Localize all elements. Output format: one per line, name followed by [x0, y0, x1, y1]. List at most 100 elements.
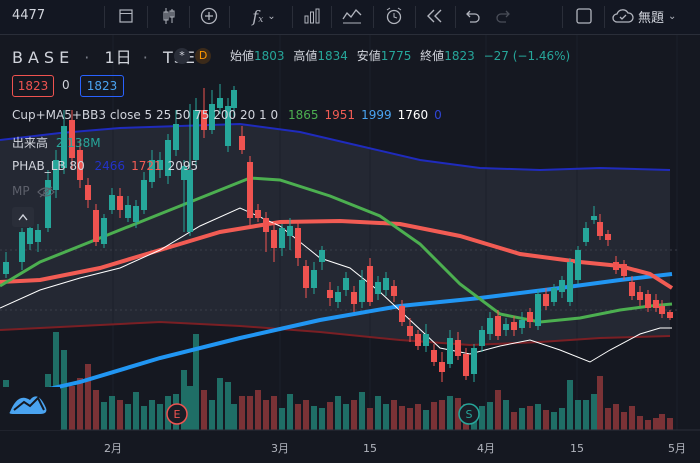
volume-bar: [659, 414, 665, 430]
undo-button[interactable]: [462, 3, 484, 29]
candle-body: [303, 266, 309, 288]
square-icon: [576, 8, 592, 24]
asterisk-icon[interactable]: *: [174, 47, 190, 64]
volume-bar: [61, 350, 67, 430]
symbol-search-button[interactable]: 4477: [12, 8, 46, 23]
candlesticks: [3, 84, 673, 382]
volume-bar: [367, 408, 373, 430]
volume-bar: [359, 392, 365, 430]
cloud-icon: [612, 9, 634, 23]
indicator-legend-volume[interactable]: 出来高 2.138M: [12, 134, 101, 151]
redo-button[interactable]: [492, 3, 514, 29]
candle: [53, 150, 59, 198]
volume-bar: [597, 376, 603, 430]
symbol-title[interactable]: BASE · 1日 · TSE: [12, 44, 196, 68]
candle-body: [511, 322, 517, 330]
svg-text:E: E: [174, 408, 181, 421]
volume-bar: [415, 404, 421, 430]
fullscreen-button[interactable]: [572, 3, 596, 29]
price-chart[interactable]: E S 2月 3月 15 4月 15 5月: [0, 35, 700, 463]
indicator-value: 1721: [131, 159, 162, 173]
financials-button[interactable]: [300, 3, 324, 29]
time-axis-label: 2月: [104, 442, 122, 455]
candle: [149, 150, 155, 188]
volume-bar: [187, 386, 193, 430]
earnings-marker[interactable]: E: [166, 403, 188, 425]
candle-body: [109, 195, 115, 210]
replay-button[interactable]: [423, 3, 447, 29]
candle-body: [209, 104, 215, 130]
indicator-legend-mp[interactable]: MP: [12, 184, 56, 198]
toolbar-divider: [562, 6, 563, 28]
candle: [287, 218, 293, 250]
candle-body: [399, 306, 405, 322]
indicator-name: Cup+MA5+BB3 close 5 25 50 75 200 20 1 0: [12, 108, 279, 122]
volume-bar: [255, 390, 261, 430]
volume-bar: [335, 396, 341, 430]
eye-hidden-icon[interactable]: [37, 186, 56, 198]
candle-body: [667, 312, 673, 318]
toolbar-divider: [373, 6, 374, 28]
volume-bar: [181, 370, 187, 430]
candle: [605, 230, 611, 246]
candle-body: [125, 205, 131, 218]
dividend-icon[interactable]: D: [195, 47, 212, 64]
ma5-line: [0, 207, 672, 363]
collapse-legend-button[interactable]: [12, 207, 34, 227]
candle: [511, 316, 517, 336]
candle-body: [621, 264, 627, 276]
candle: [19, 228, 25, 270]
volume-bar: [527, 406, 533, 430]
cup-widget[interactable]: [0, 387, 60, 430]
volume-bar: [93, 390, 99, 430]
candle: [225, 98, 231, 152]
candle-body: [3, 262, 9, 274]
candle: [479, 326, 485, 352]
candle: [279, 224, 285, 256]
candle: [271, 222, 277, 262]
indicator-value: 1951: [324, 108, 356, 122]
sell-button[interactable]: 1823: [12, 75, 54, 97]
candle: [629, 276, 635, 300]
volume-bar: [77, 378, 83, 430]
candle: [193, 98, 199, 168]
volume-bar: [447, 396, 453, 430]
candle: [3, 252, 9, 278]
volume-bar: [503, 400, 509, 430]
candle-body: [217, 98, 223, 108]
candle-body: [503, 324, 509, 330]
candle-body: [597, 222, 603, 236]
indicator-value: 1999: [361, 108, 392, 122]
candle: [327, 282, 333, 306]
candle-body: [637, 292, 643, 300]
buy-button[interactable]: 1823: [80, 75, 124, 97]
candle-body: [45, 180, 51, 228]
candle-body: [287, 226, 293, 236]
candle-body: [575, 250, 581, 280]
indicator-value: 1760: [397, 108, 429, 122]
candle-body: [335, 292, 341, 302]
candle: [311, 262, 317, 294]
alert-button[interactable]: [381, 3, 407, 29]
compare-button[interactable]: [197, 3, 221, 29]
ticker-text: BASE: [12, 48, 75, 67]
indicator-legend-cup[interactable]: Cup+MA5+BB3 close 5 25 50 75 200 20 1 0 …: [12, 108, 442, 122]
layout-save-button[interactable]: 無題 ⌄: [612, 3, 696, 29]
indicator-legend-phab[interactable]: PHAB_LB 80 2466 1721 2095: [12, 159, 198, 173]
candle-body: [583, 228, 589, 242]
time-axis-label: 15: [570, 442, 584, 455]
volume-bar: [231, 404, 237, 430]
candle: [85, 178, 91, 208]
candle-body: [35, 230, 41, 242]
indicators-button[interactable]: fx ⌄: [240, 3, 288, 29]
volume-bar: [559, 408, 565, 430]
split-marker[interactable]: S: [458, 403, 480, 425]
volume-bar: [629, 406, 635, 430]
candle: [559, 276, 565, 298]
candle-body: [247, 162, 253, 218]
chart-type-button[interactable]: [157, 3, 181, 29]
candle-body: [193, 110, 199, 160]
templates-button[interactable]: [340, 3, 364, 29]
volume-bar: [479, 406, 485, 430]
interval-button[interactable]: [114, 3, 138, 29]
